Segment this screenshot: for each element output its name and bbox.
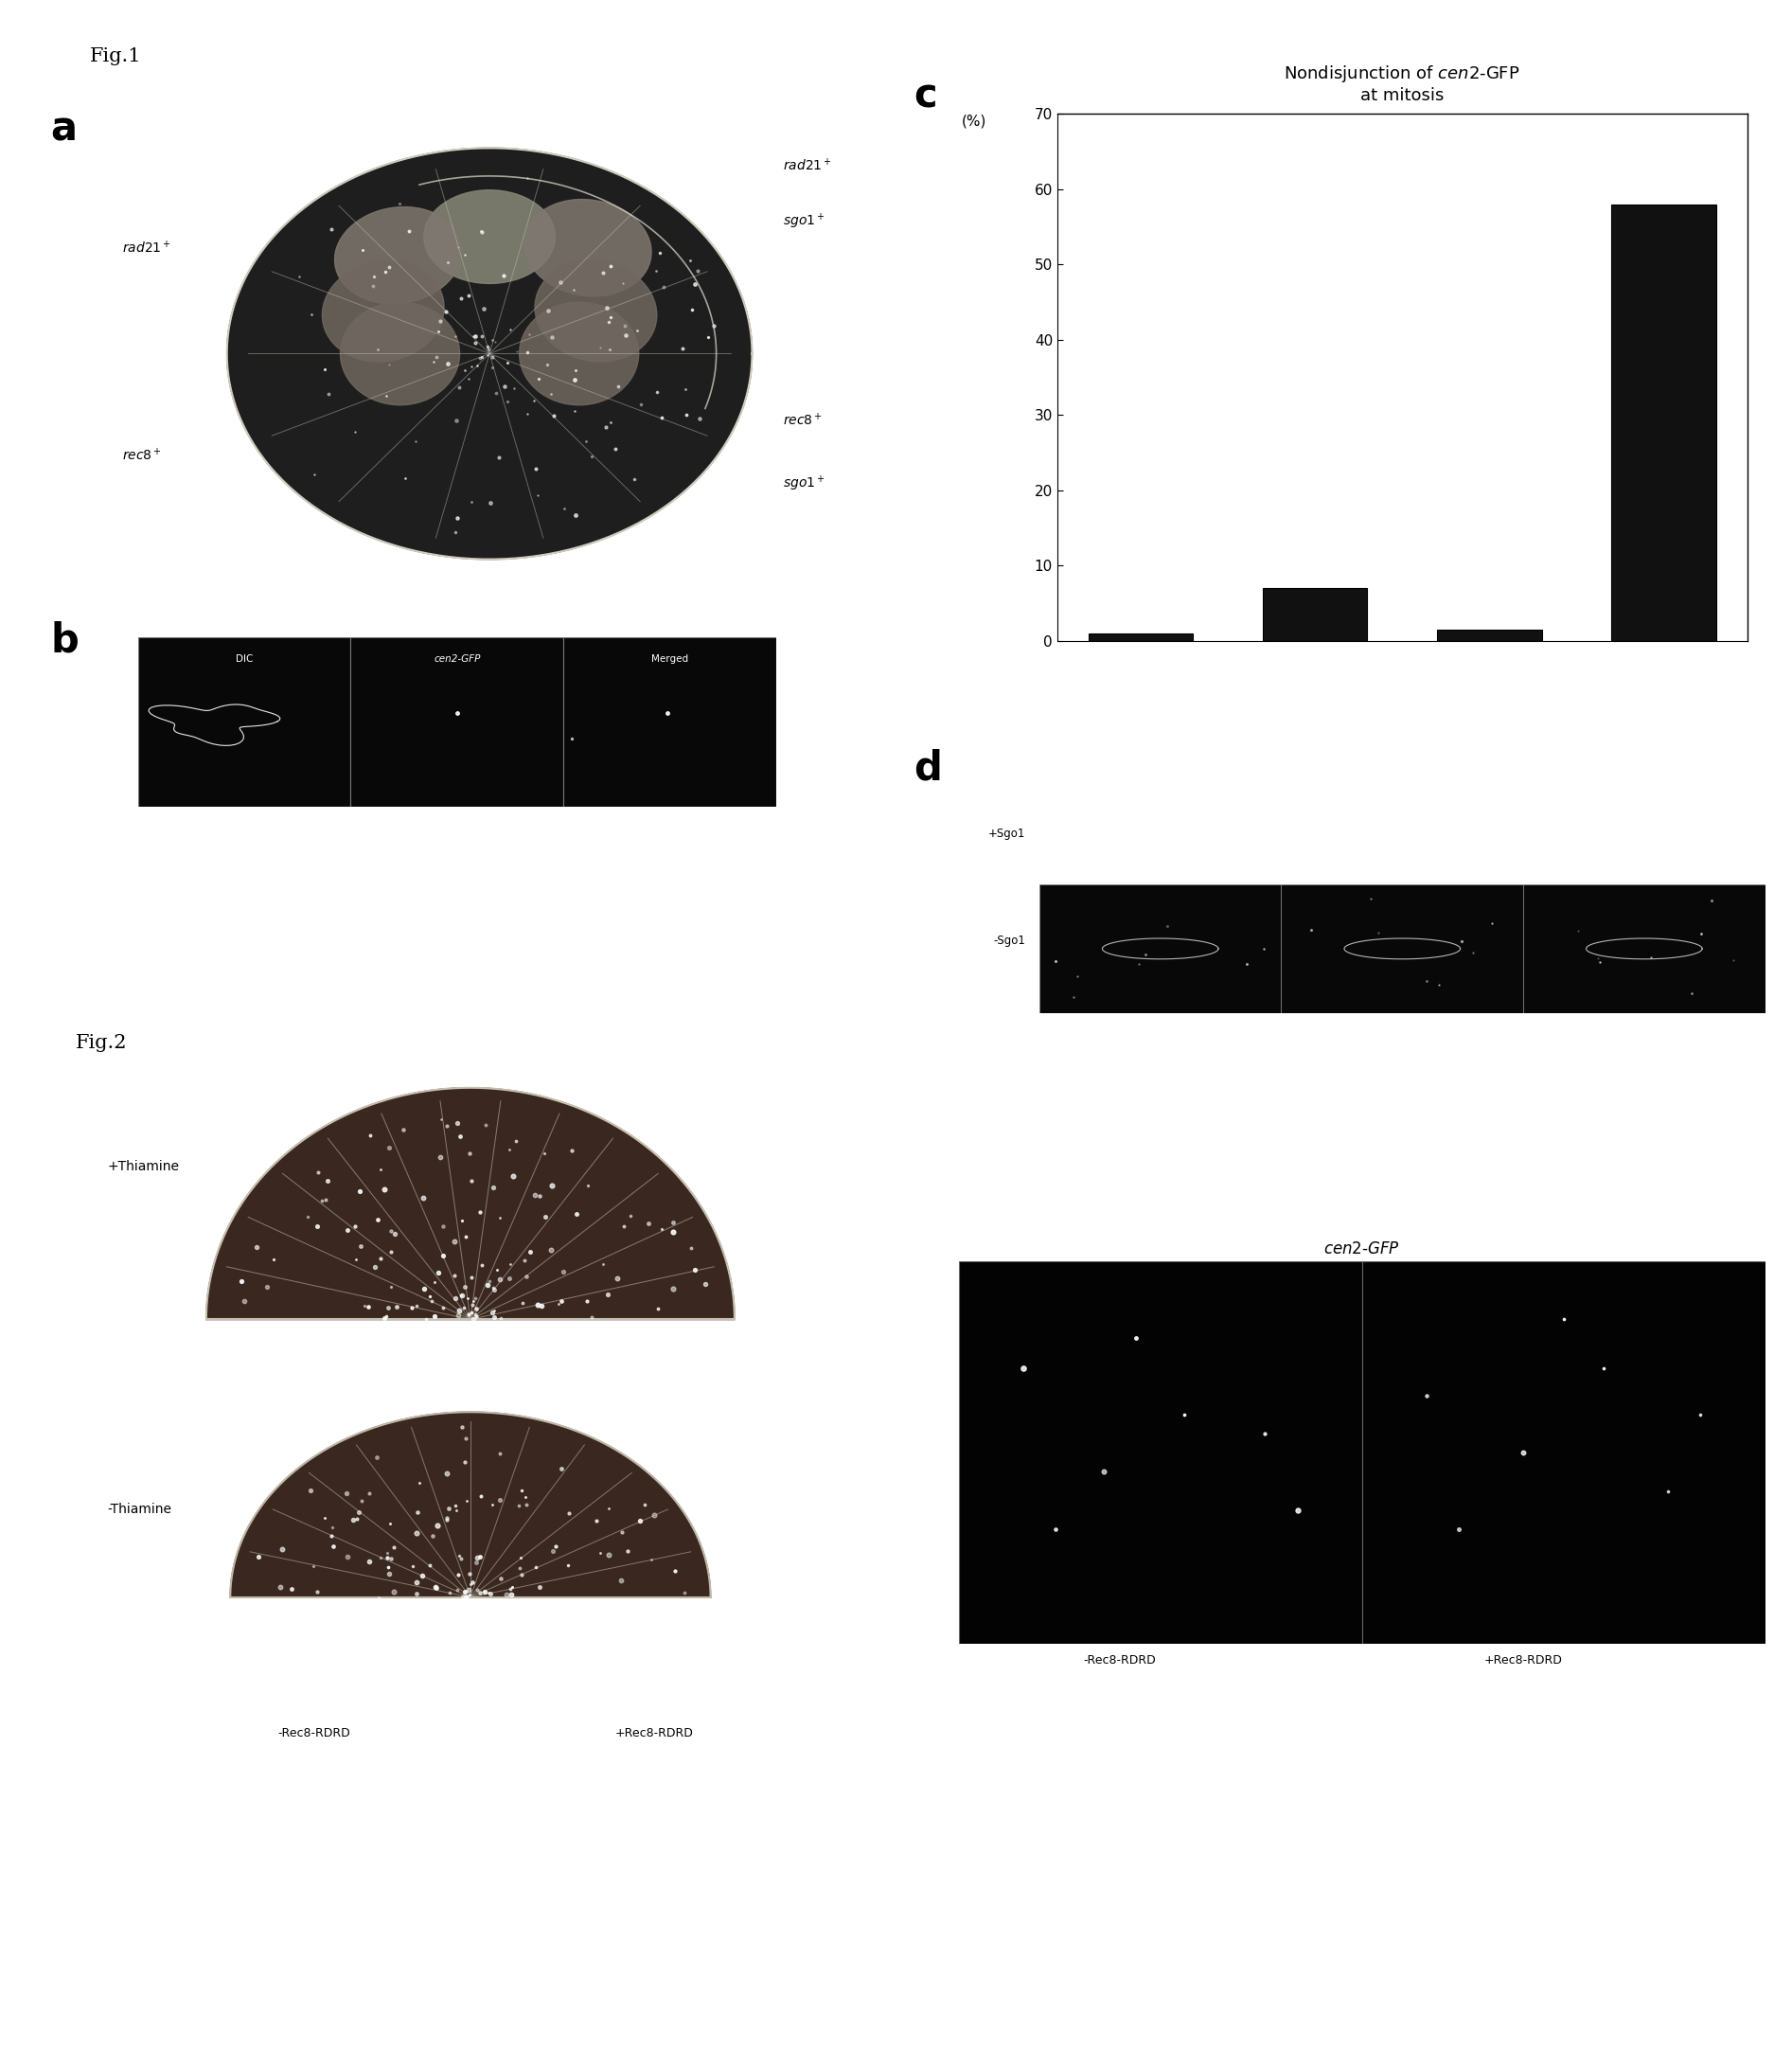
Ellipse shape — [425, 190, 556, 283]
Text: d: d — [914, 749, 943, 788]
Bar — [138, 637, 351, 807]
Bar — [1088, 633, 1193, 641]
Text: +Sgo1: +Sgo1 — [987, 827, 1025, 840]
Text: -Rec8-RDRD: -Rec8-RDRD — [1084, 1654, 1156, 1667]
Bar — [1281, 1013, 1523, 1142]
Bar — [1523, 885, 1765, 1013]
Text: $rec8^+$: $rec8^+$ — [122, 447, 161, 463]
Text: +Thiamine: +Thiamine — [108, 1160, 179, 1173]
Text: $sgo1^+$: $sgo1^+$ — [783, 211, 824, 232]
Ellipse shape — [340, 302, 461, 405]
Text: Merged: Merged — [1627, 761, 1661, 769]
Text: -Thiamine: -Thiamine — [108, 1503, 172, 1516]
Text: +Rec8-RDRD: +Rec8-RDRD — [615, 1727, 694, 1739]
Text: a: a — [50, 110, 77, 149]
Title: $cen2$-GFP: $cen2$-GFP — [1324, 1241, 1400, 1257]
Ellipse shape — [323, 261, 444, 362]
Text: Fig.2: Fig.2 — [75, 1034, 127, 1053]
Bar — [1281, 885, 1523, 1013]
Text: DIC: DIC — [235, 653, 253, 664]
Text: +Rec8-RDRD: +Rec8-RDRD — [1484, 1654, 1563, 1667]
Y-axis label: (%): (%) — [962, 114, 987, 128]
Text: -Sgo1: -Sgo1 — [993, 935, 1025, 947]
Ellipse shape — [335, 207, 462, 304]
Text: cen2-GFP: cen2-GFP — [434, 653, 480, 664]
Text: $sgo1^+$: $sgo1^+$ — [783, 474, 824, 494]
Text: -Rec8-RDRD: -Rec8-RDRD — [278, 1727, 349, 1739]
Text: Merged: Merged — [650, 653, 688, 664]
Ellipse shape — [534, 261, 658, 362]
Text: $rad21^+$: $rad21^+$ — [783, 157, 831, 174]
Bar — [1039, 885, 1281, 1013]
Text: b: b — [50, 620, 79, 660]
Text: $rec8^+$: $rec8^+$ — [783, 412, 823, 428]
Bar — [1362, 1261, 1765, 1644]
Bar — [1039, 1013, 1281, 1142]
Title: Nondisjunction of $cen2$-GFP
at mitosis: Nondisjunction of $cen2$-GFP at mitosis — [1285, 64, 1520, 103]
Bar — [351, 637, 563, 807]
Ellipse shape — [520, 302, 638, 405]
Polygon shape — [229, 1412, 711, 1596]
Bar — [1437, 631, 1541, 641]
Ellipse shape — [523, 199, 650, 296]
Text: Rec8-
GFP: Rec8- GFP — [1147, 761, 1174, 780]
Text: $rad21^+$: $rad21^+$ — [122, 240, 170, 256]
Bar — [563, 637, 776, 807]
Bar — [1523, 1013, 1765, 1142]
Bar — [1263, 589, 1367, 641]
Polygon shape — [228, 149, 753, 558]
Text: Fig.1: Fig.1 — [90, 48, 142, 66]
Text: DAPI: DAPI — [1391, 761, 1414, 769]
Bar — [1611, 205, 1717, 641]
Polygon shape — [206, 1088, 735, 1319]
Text: c: c — [914, 77, 937, 116]
Bar — [959, 1261, 1362, 1644]
